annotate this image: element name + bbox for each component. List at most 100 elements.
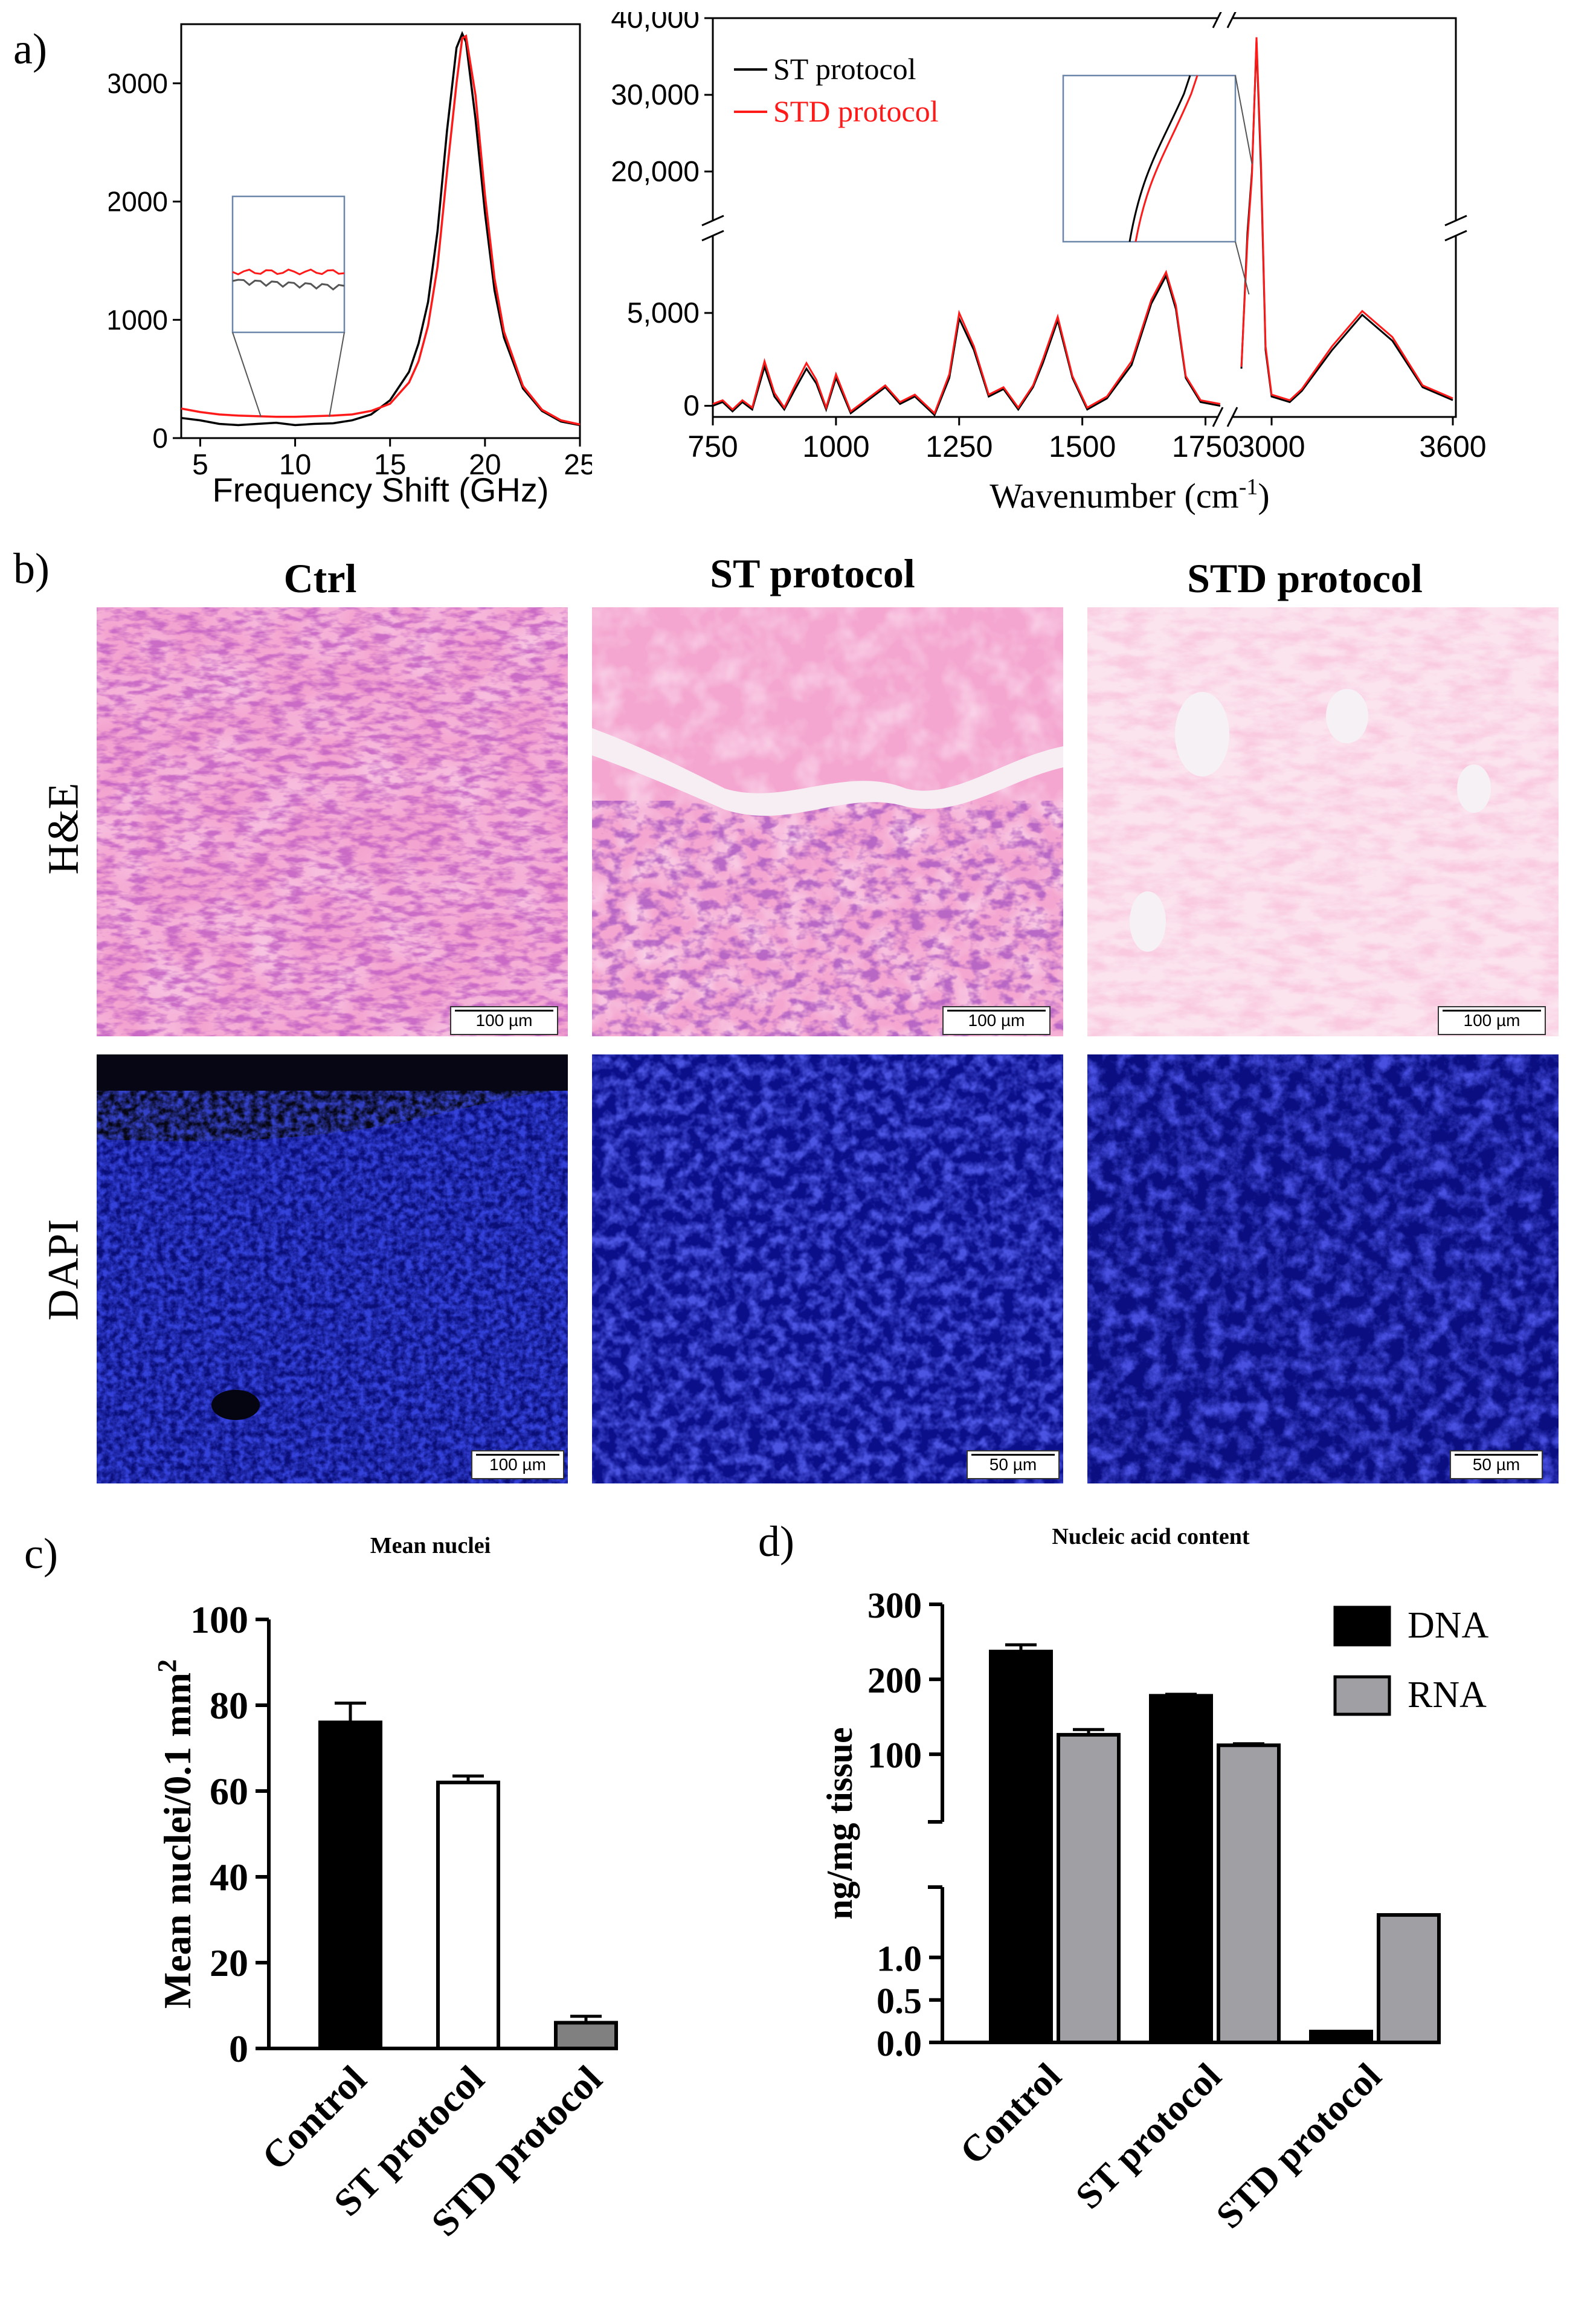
nucleic-bar-rna bbox=[1057, 1732, 1121, 2044]
nucleic-legend-label: DNA bbox=[1408, 1605, 1489, 1646]
nuclei-ylabel: Mean nuclei/0.1 mm2 bbox=[152, 1659, 199, 2009]
nucleic-category-label: Control bbox=[952, 2056, 1069, 2172]
brillouin-xtick-label: 10 bbox=[279, 449, 311, 481]
dapi-ctrl-image: 100 µm bbox=[97, 1054, 568, 1483]
nucleic-legend-swatch bbox=[1333, 1606, 1391, 1647]
brillouin-chart: 5 10 15 20 25 0 1000 2000 3000 Frequency Shift (… bbox=[109, 23, 592, 509]
he-ctrl-scalebar: 100 µm bbox=[450, 1006, 558, 1035]
brillouin-frame bbox=[180, 23, 581, 439]
nucleic-bar-dna bbox=[1149, 1694, 1213, 2044]
raman-ytick-label: 20,000 bbox=[611, 156, 700, 188]
nuclei-ytick-label: 100 bbox=[190, 1598, 248, 1641]
nucleic-bar-rna bbox=[1217, 1743, 1281, 2044]
panel-d-label: d) bbox=[758, 1517, 794, 1566]
nucleic-bar-dna bbox=[1309, 2030, 1373, 2044]
raman-ytick-label: 5,000 bbox=[627, 297, 700, 329]
raman-inset-connector bbox=[1235, 75, 1253, 164]
panel-a-label: a) bbox=[13, 25, 47, 73]
nuclei-ytick-label: 20 bbox=[210, 1942, 248, 1984]
raman-inset-box bbox=[1062, 74, 1237, 243]
nuclei-ytick-label: 80 bbox=[210, 1684, 248, 1727]
raman-legend-label: STD protocol bbox=[773, 94, 939, 128]
nuclei-category-label: Control bbox=[254, 2058, 375, 2178]
nucleic-title: Nucleic acid content bbox=[1052, 1524, 1250, 1549]
dapi-st-scalebar: 50 µm bbox=[967, 1450, 1060, 1479]
he-st-scalebar: 100 µm bbox=[942, 1006, 1051, 1035]
row-title-he: H&E bbox=[39, 783, 88, 875]
panel-b-label: b) bbox=[13, 544, 50, 593]
nucleic-chart: Nucleic acid content 100 200 300 0.00.51.0 ng… bbox=[820, 1524, 1489, 2236]
raman-frame bbox=[712, 17, 1457, 418]
row-title-dapi: DAPI bbox=[39, 1219, 88, 1321]
raman-series-1 bbox=[712, 270, 1221, 415]
raman-break-mark bbox=[1444, 215, 1467, 227]
brillouin-ytick-label: 1000 bbox=[109, 304, 168, 335]
raman-break-mark bbox=[1212, 407, 1224, 427]
raman-inset-connector bbox=[1235, 241, 1250, 295]
he-std-image: 100 µm bbox=[1087, 607, 1559, 1036]
raman-xtick-label: 1500 bbox=[1049, 430, 1116, 463]
nucleic-ytick-label: 1.0 bbox=[877, 1938, 922, 1978]
brillouin-inset-box bbox=[231, 195, 346, 334]
nuclei-ytick-label: 0 bbox=[229, 2027, 248, 2070]
raman-xtick-label: 750 bbox=[687, 430, 738, 463]
dapi-std-scalebar: 50 µm bbox=[1450, 1450, 1543, 1479]
col-title-std: STD protocol bbox=[1187, 555, 1423, 601]
brillouin-ytick-label: 3000 bbox=[109, 68, 168, 99]
nucleic-ytick-label: 100 bbox=[867, 1735, 922, 1775]
brillouin-ytick-label: 0 bbox=[152, 422, 168, 454]
nucleic-category-label: STD protocol bbox=[1209, 2056, 1389, 2236]
nucleic-ytick-label: 0.5 bbox=[877, 1981, 922, 2021]
nuclei-ytick-label: 60 bbox=[210, 1770, 248, 1813]
nucleic-legend-label: RNA bbox=[1408, 1674, 1487, 1716]
raman-xtick-label: 3000 bbox=[1238, 430, 1305, 463]
raman-series-0 bbox=[712, 273, 1221, 417]
col-title-ctrl: Ctrl bbox=[283, 555, 357, 601]
dapi-std-image: 50 µm bbox=[1087, 1054, 1559, 1483]
nucleic-ytick-label: 0.0 bbox=[877, 2024, 922, 2064]
nuclei-bar bbox=[318, 1720, 382, 2050]
nucleic-bar-rna bbox=[1377, 1913, 1441, 2044]
raman-ytick-label: 30,000 bbox=[611, 79, 700, 111]
nuclei-chart: Mean nuclei 0 20 40 60 80 100 Mean nuclei/0.1 m… bbox=[152, 1533, 618, 2244]
raman-xtick-label: 1750 bbox=[1172, 430, 1239, 463]
raman-xtick-label: 1250 bbox=[925, 430, 993, 463]
he-st-image: 100 µm bbox=[592, 607, 1063, 1036]
dapi-ctrl-scalebar: 100 µm bbox=[471, 1450, 564, 1479]
brillouin-xtick-label: 15 bbox=[374, 449, 406, 481]
brillouin-xtick-label: 25 bbox=[564, 449, 592, 481]
nucleic-category-label: ST protocol bbox=[1068, 2056, 1229, 2217]
raman-xbreak-gap-bottom bbox=[1218, 411, 1232, 423]
raman-series-1 bbox=[1240, 37, 1453, 401]
brillouin-xtick-label: 20 bbox=[469, 449, 501, 481]
raman-break-mark bbox=[1226, 407, 1238, 427]
nuclei-bar bbox=[436, 1780, 500, 2050]
nucleic-ytick-label: 200 bbox=[867, 1661, 922, 1700]
nucleic-ytick-label: 300 bbox=[867, 1586, 922, 1625]
brillouin-inset-st bbox=[232, 279, 345, 291]
raman-xbreak-gap-top bbox=[1218, 12, 1232, 24]
raman-xtick-label: 3600 bbox=[1419, 430, 1486, 463]
brillouin-series-0 bbox=[181, 31, 581, 427]
dapi-st-image: 50 µm bbox=[592, 1054, 1063, 1483]
raman-break-mark bbox=[1226, 12, 1237, 28]
raman-break-mark bbox=[1444, 230, 1467, 242]
he-std-scalebar: 100 µm bbox=[1438, 1006, 1546, 1035]
raman-inset-st bbox=[1128, 75, 1191, 242]
raman-xtick-label: 1000 bbox=[802, 430, 869, 463]
nucleic-legend-swatch bbox=[1333, 1675, 1391, 1716]
brillouin-ytick-label: 2000 bbox=[109, 186, 168, 218]
nuclei-ytick-label: 40 bbox=[210, 1856, 248, 1899]
nuclei-bar bbox=[554, 2021, 618, 2051]
raman-break-mark bbox=[701, 230, 724, 242]
raman-break-mark bbox=[1212, 12, 1222, 28]
he-ctrl-image: 100 µm bbox=[97, 607, 568, 1036]
nucleic-bar-dna bbox=[989, 1650, 1053, 2044]
brillouin-series-1 bbox=[181, 34, 581, 426]
nuclei-title: Mean nuclei bbox=[370, 1533, 491, 1558]
raman-ytick-label: 0 bbox=[683, 390, 700, 422]
raman-legend-label: ST protocol bbox=[773, 52, 916, 86]
brillouin-inset-connector bbox=[329, 332, 345, 417]
raman-break-mark bbox=[701, 215, 724, 227]
